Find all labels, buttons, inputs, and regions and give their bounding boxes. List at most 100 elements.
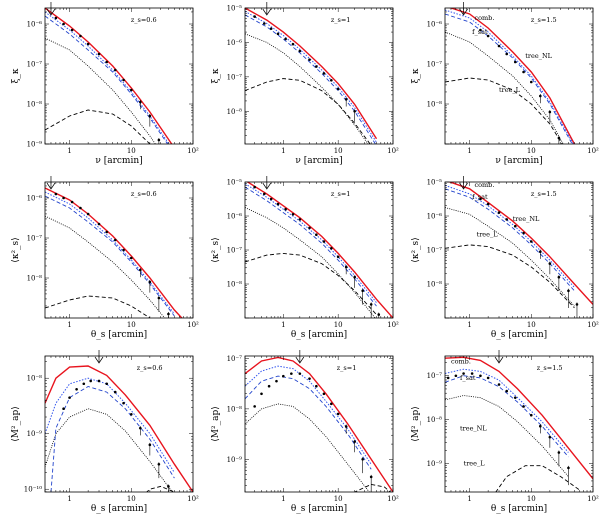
data-point bbox=[522, 70, 525, 74]
data-point bbox=[298, 49, 302, 53]
data-point bbox=[344, 425, 348, 428]
plot-frame bbox=[244, 7, 394, 145]
data-point bbox=[538, 424, 542, 428]
data-point bbox=[497, 44, 501, 48]
scale-arrow-head bbox=[459, 182, 468, 190]
y-tick-label: 10⁻⁹ bbox=[227, 456, 243, 464]
plot-frame bbox=[444, 181, 594, 319]
redshift-label: z_s=1 bbox=[337, 364, 357, 372]
panel-map_zs1: 10⁻⁹ 10⁻⁸ 10⁻⁷ 1 10 10² θ_s [arcmin] ⟨M²_ap⟩ z_s… bbox=[211, 350, 399, 514]
x-tick-label: 10 bbox=[334, 495, 343, 503]
data-point bbox=[113, 68, 117, 72]
data-point bbox=[86, 42, 90, 46]
data-point bbox=[454, 374, 458, 378]
data-point bbox=[353, 275, 356, 279]
y-tick-label: 10⁻⁵ bbox=[427, 179, 443, 187]
series-tree_NL-line bbox=[445, 207, 575, 307]
curve-annotation: tree_L bbox=[464, 460, 486, 468]
panel-xi_zs0.6: 10⁻⁹ 10⁻⁸ 10⁻⁷ 10⁻⁶ 1 10 10² ν [arcmin] ξ_κ z_s=0… bbox=[11, 2, 199, 166]
y-tick-label: 10⁻⁷ bbox=[227, 247, 243, 255]
scale-arrow-head bbox=[459, 8, 468, 16]
scale-arrow-head bbox=[262, 182, 272, 190]
data-point bbox=[513, 224, 517, 228]
series-tree_L-line bbox=[146, 485, 176, 492]
x-tick-label: 10² bbox=[187, 147, 199, 155]
curve-annotation: f_sat bbox=[472, 193, 488, 201]
redshift-label: z_s=1.5 bbox=[537, 364, 563, 372]
x-axis-label: θ_s [arcmin] bbox=[491, 330, 547, 340]
data-point bbox=[529, 240, 533, 243]
data-point bbox=[369, 475, 373, 479]
y-tick-label: 10⁻⁷ bbox=[27, 235, 43, 243]
data-point bbox=[336, 255, 340, 259]
x-tick-label: 1 bbox=[467, 495, 471, 503]
series-tree_NL-line bbox=[245, 403, 370, 492]
data-point bbox=[97, 52, 101, 56]
series-scaling_1-line bbox=[50, 386, 175, 492]
data-point bbox=[557, 136, 561, 140]
data-point bbox=[344, 97, 348, 101]
y-axis-label: ⟨M²_ap⟩ bbox=[11, 406, 21, 441]
data-point bbox=[529, 413, 533, 417]
x-tick-label: 10 bbox=[127, 321, 136, 329]
data-point bbox=[308, 226, 311, 230]
panel-map_zs0.6: 10⁻¹⁰ 10⁻⁹ 10⁻⁸ 1 10 10² θ_s [arcmin] ⟨M²_ap⟩ z_… bbox=[11, 350, 199, 514]
data-point bbox=[548, 110, 552, 114]
panel-map_zs1.5: 10⁻⁹ 10⁻⁸ 10⁻⁷ 1 10 10² θ_s [arcmin] ⟨M²_ap⟩ z_s… bbox=[411, 350, 599, 514]
series-tree_NL-line bbox=[245, 207, 376, 318]
plot-frame bbox=[244, 355, 394, 493]
y-tick-label: 10⁻⁷ bbox=[227, 355, 243, 363]
y-tick-label: 10⁻⁸ bbox=[27, 375, 43, 383]
data-point bbox=[497, 383, 501, 386]
data-point bbox=[486, 202, 490, 206]
data-point bbox=[344, 265, 348, 269]
redshift-label: z_s=0.6 bbox=[137, 364, 163, 372]
data-point bbox=[138, 268, 142, 272]
y-tick-label: 10⁻⁸ bbox=[227, 281, 243, 289]
data-point bbox=[479, 374, 482, 378]
y-tick-label: 10⁻⁸ bbox=[27, 101, 43, 109]
scale-arrow-head bbox=[295, 356, 305, 364]
x-axis-label: θ_s [arcmin] bbox=[491, 504, 547, 514]
plot-frame bbox=[44, 355, 194, 493]
data-point bbox=[470, 372, 474, 375]
data-point bbox=[308, 58, 311, 61]
data-point bbox=[54, 16, 58, 20]
series-tree_L-line bbox=[245, 78, 371, 144]
series-combined-line bbox=[45, 8, 173, 144]
y-tick-label: 10⁻⁹ bbox=[427, 460, 443, 468]
data-point bbox=[105, 382, 109, 386]
series-scaling_2-line bbox=[45, 191, 175, 315]
data-point bbox=[167, 485, 170, 488]
data-point bbox=[330, 247, 333, 250]
curve-annotation: comb. bbox=[474, 14, 494, 22]
y-tick-label: 10⁻⁹ bbox=[27, 141, 43, 149]
data-point bbox=[486, 376, 490, 380]
series-tree_L-line bbox=[45, 109, 151, 144]
scale-arrow-head bbox=[494, 356, 504, 364]
series-scaling_2-line bbox=[245, 365, 372, 465]
series-combined-line bbox=[45, 365, 193, 492]
data-point bbox=[529, 80, 533, 84]
x-tick-label: 10 bbox=[334, 321, 343, 329]
y-tick-label: 10⁻¹⁰ bbox=[24, 486, 42, 494]
data-point bbox=[322, 240, 326, 243]
data-point bbox=[105, 60, 109, 64]
series-tree_NL-line bbox=[45, 37, 156, 144]
x-tick-label: 1 bbox=[281, 321, 285, 329]
redshift-label: z_s=1.5 bbox=[531, 190, 557, 198]
data-point bbox=[253, 405, 256, 408]
data-point bbox=[522, 231, 525, 235]
series-combined-line bbox=[245, 8, 378, 140]
scale-arrow-head bbox=[262, 8, 272, 16]
data-point bbox=[505, 389, 509, 393]
data-point bbox=[361, 289, 364, 293]
x-axis-label: θ_s [arcmin] bbox=[91, 504, 147, 514]
data-point bbox=[315, 233, 318, 236]
y-axis-label: ξ_κ bbox=[211, 68, 221, 83]
y-tick-label: 10⁻⁸ bbox=[227, 405, 243, 413]
y-tick-label: 10⁻⁶ bbox=[427, 21, 443, 29]
x-tick-label: 10² bbox=[387, 321, 399, 329]
data-point bbox=[138, 426, 142, 430]
